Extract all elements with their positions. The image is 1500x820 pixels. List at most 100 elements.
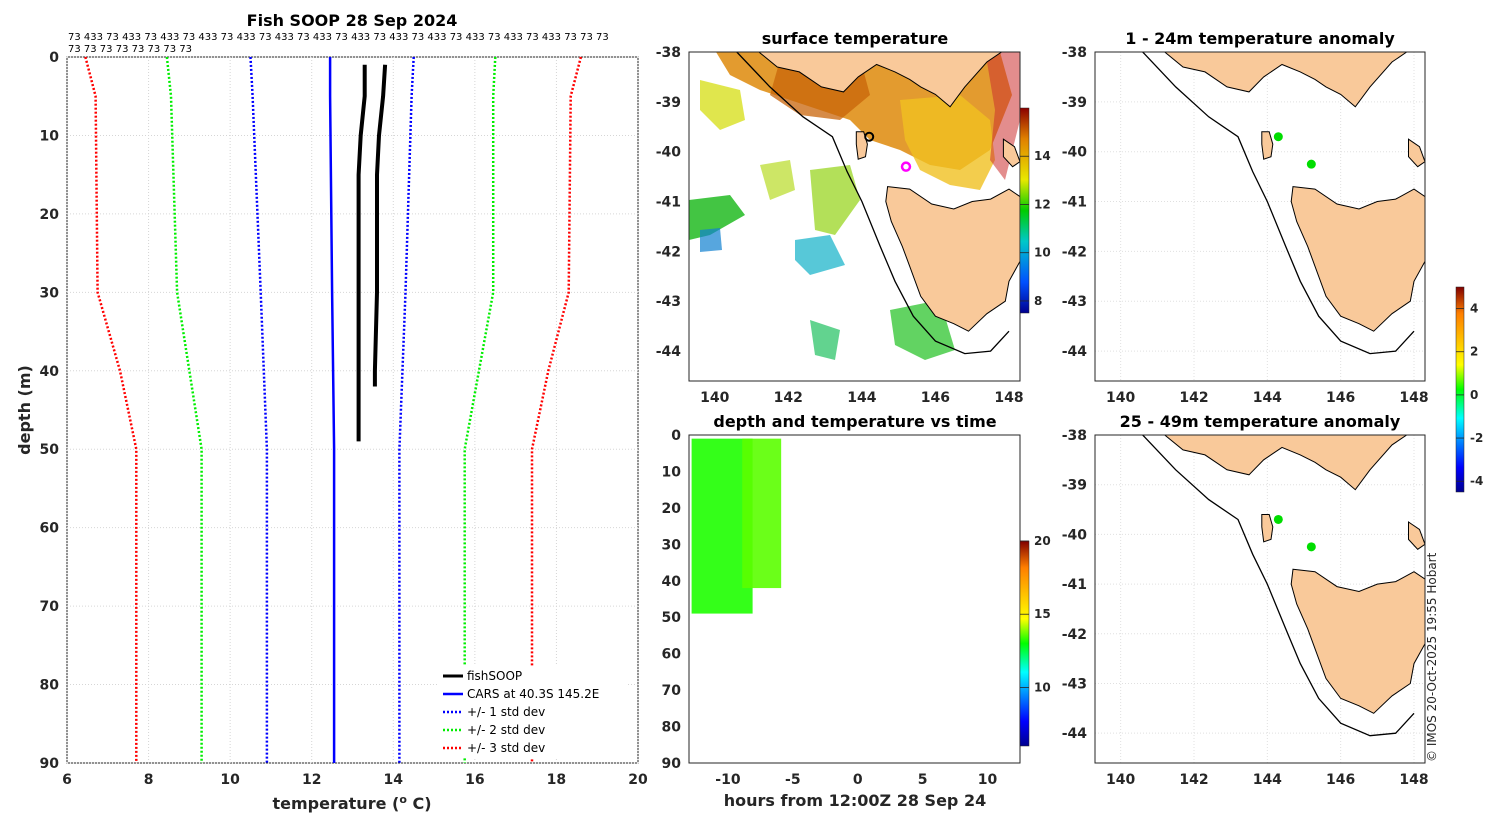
profile-xtick-label: 14 [384,772,404,788]
map-ytick-label: -42 [1062,627,1087,643]
sst-colorbar-label: 12 [1034,197,1051,211]
credit-text: © IMOS 20-Oct-2025 19:55 Hobart [1425,552,1439,762]
legend-fishsoop: fishSOOP [467,669,522,683]
depth-time-ytick-label: 0 [671,428,681,444]
profile-legend: fishSOOP CARS at 40.3S 145.2E +/- 1 std … [437,666,627,758]
profile-series-line [328,57,336,763]
anomaly-deep-points [1273,514,1316,552]
profile-ytick-label: 20 [40,207,60,223]
profile-ytick-label: 40 [40,364,60,380]
sst-ticks: 140 142 144 146 148 -38 -39 -40 -41 -42 -43 -44 [656,45,1024,406]
profile-series-line [530,56,583,763]
profile-ytick-label: 0 [49,50,59,66]
map-ytick-label: -38 [1062,428,1087,444]
anomaly-colorbar-label: -2 [1470,431,1483,445]
anomaly-colorbar-label: -4 [1470,474,1483,488]
depth-time-title: depth and temperature vs time [713,412,996,431]
profile-series-line [356,64,367,442]
profile-ytick-label: 90 [40,756,60,772]
shelf-contour [1142,435,1415,737]
king-island [1261,514,1274,543]
tasmania-coast [885,186,1020,332]
depth-time-colorbar [1019,540,1030,747]
sst-patch-2 [760,160,795,200]
profile-ticks: 6 8 10 12 14 16 18 20 0 10 20 30 40 50 60 70 80 90 [40,50,648,788]
map-xtick-label: 142 [1179,772,1208,788]
depth-time-panel: depth and temperature vs time -10 -5 0 5 10 0… [662,412,1051,810]
mainland-coast [1164,52,1408,108]
map-xtick-label: 146 [921,390,950,406]
map-xtick-label: 140 [1106,390,1135,406]
depth-time-xtick-label: 5 [918,772,928,788]
anomaly-shallow-panel: 1 - 24m temperature anomaly 140 142 144 146… [1062,29,1429,406]
shelf-contour [736,52,1010,355]
map-xtick-label: 140 [700,390,729,406]
anomaly-deep-panel: 25 - 49m temperature anomaly 140 142 144 14… [1062,286,1483,788]
anomaly-deep-grid [1095,434,1425,763]
sst-patch-5 [700,228,722,252]
map-ytick-label: -44 [656,344,682,360]
depth-time-ytick-label: 70 [662,683,682,699]
depth-time-xtick-label: 10 [978,772,998,788]
profile-series-line [84,56,138,763]
legend-std3: +/- 3 std dev [467,741,545,755]
depth-time-colorbar-ticks: 10 15 20 [1020,534,1051,694]
profile-series-line [249,56,269,763]
map-ytick-label: -44 [1062,726,1088,742]
depth-time-xtick-label: -10 [715,772,741,788]
profile-series-line [398,56,415,763]
sst-colorbar-ticks: 8 10 12 14 [1020,149,1051,308]
depth-time-ytick-label: 30 [662,537,682,553]
map-ytick-label: -39 [1062,478,1087,494]
depth-time-colorbar-label: 15 [1034,607,1051,621]
depth-time-xlabel: hours from 12:00Z 28 Sep 24 [724,791,986,810]
sst-colorbar-label: 10 [1034,246,1051,260]
anomaly-shallow-points [1273,132,1316,169]
anomaly-deep-land [1142,435,1425,737]
anomaly-colorbar-label: 2 [1470,345,1478,359]
depth-time-colorbar-label: 10 [1034,680,1051,694]
depth-time-ytick-label: 80 [662,720,682,736]
anomaly-point [1306,542,1316,552]
map-xtick-label: 144 [847,390,876,406]
depth-time-xtick-label: -5 [785,772,801,788]
sst-west-patch [700,80,745,130]
sst-mid-patch [900,95,995,190]
profile-xlabel: temperature (o C) [272,793,431,813]
depth-time-ticks: -10 -5 0 5 10 0 10 20 30 40 50 60 70 80 90 [662,428,998,788]
profile-series-line [372,64,388,387]
map-ytick-label: -38 [1062,45,1087,61]
map-ytick-label: -44 [1062,344,1088,360]
anomaly-colorbar [1455,286,1465,493]
profile-grid [66,56,639,764]
map-ytick-label: -38 [656,45,681,61]
map-xtick-label: 144 [1253,772,1282,788]
anomaly-colorbar-label: 0 [1470,388,1478,402]
anomaly-colorbar-ticks: 4 2 0 -2 -4 [1456,302,1483,488]
sst-patch-4 [810,320,840,360]
legend-cars: CARS at 40.3S 145.2E [467,687,599,701]
sst-colorbar-label: 8 [1034,294,1042,308]
mainland-coast [1164,435,1408,491]
anomaly-point [1273,132,1283,142]
map-ytick-label: -41 [656,195,681,211]
profile-xtick-label: 12 [302,772,321,788]
profile-ylabel: depth (m) [15,365,34,455]
anomaly-deep-title: 25 - 49m temperature anomaly [1120,412,1401,431]
sst-green-patch [689,195,745,240]
profile-ytick-label: 80 [40,678,60,694]
anomaly-shallow-title: 1 - 24m temperature anomaly [1125,29,1395,48]
legend-std2: +/- 2 std dev [467,723,545,737]
profile-ytick-label: 50 [40,442,60,458]
map-ytick-label: -43 [656,294,681,310]
profile-panel: Fish SOOP 28 Sep 2024 73 433 73 433 73 4… [15,11,648,813]
depth-time-casts [691,438,782,614]
cars-location-marker [900,161,912,172]
map-ytick-label: -42 [656,244,681,260]
sst-cool-patch [795,235,845,275]
flinders-island [1408,138,1425,168]
profile-xtick-label: 16 [465,772,484,788]
profile-xtick-label: 8 [144,772,154,788]
profile-ytick-label: 30 [40,285,60,301]
